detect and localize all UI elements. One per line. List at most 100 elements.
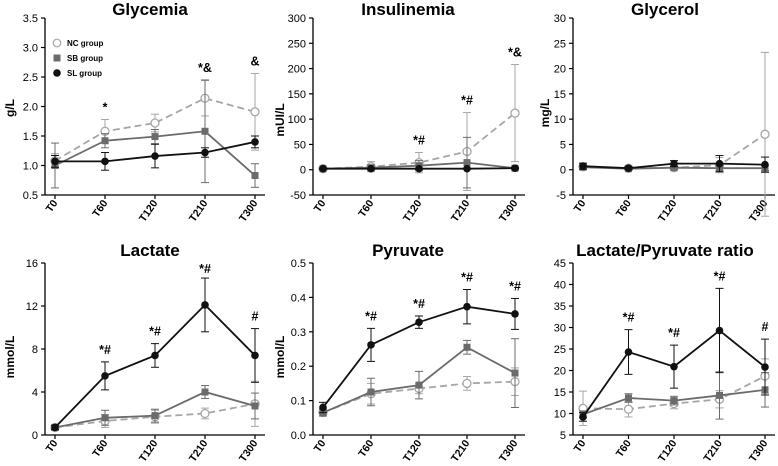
chart-title: Lactate/Pyruvate ratio — [576, 241, 754, 260]
series-sb — [319, 338, 519, 417]
data-point — [415, 164, 423, 173]
data-point — [625, 394, 632, 402]
y-tick-label: 0.5 — [23, 190, 38, 202]
data-point — [101, 372, 109, 380]
chart-title: Pyruvate — [372, 241, 444, 260]
x-tick-label: T300 — [747, 438, 771, 465]
chart-panel-0: Glycemia g/L 0.5 1.0 1.5 2.0 2.5 3.0 3.5 T0 T60 T12… — [3, 0, 265, 224]
data-point — [367, 164, 375, 173]
significance-label: *# — [365, 309, 377, 323]
y-tick-label: 16 — [26, 258, 38, 270]
chart-panel-3: Lactate mmol/L 0 4 8 12 16 T0 T60 T120 T210 T300 *# *… — [3, 241, 265, 464]
y-tick-label: 20 — [554, 366, 566, 378]
y-tick-label: 25 — [554, 344, 566, 356]
y-tick-label: 25 — [554, 38, 566, 50]
x-tick-label: T210 — [449, 198, 473, 225]
y-tick-label: 30 — [554, 323, 566, 335]
data-point — [151, 152, 159, 160]
significance-label: # — [252, 310, 259, 324]
significance-label: *# — [149, 325, 161, 339]
x-tick-label: T60 — [614, 438, 634, 460]
significance-label: *# — [199, 262, 211, 276]
y-tick-label: 10 — [554, 409, 566, 421]
legend-marker — [52, 38, 62, 48]
data-point — [511, 310, 519, 318]
series-sb — [51, 79, 259, 189]
y-tick-label: -5 — [556, 190, 566, 202]
y-tick-label: 200 — [288, 64, 306, 76]
chart-title: Insulinemia — [361, 0, 455, 19]
y-tick-label: 30 — [554, 13, 566, 25]
data-point — [624, 164, 633, 172]
data-point — [367, 388, 375, 396]
y-tick-label: 0.4 — [291, 292, 306, 304]
x-tick-label: T120 — [656, 438, 680, 465]
y-tick-label: 2.5 — [23, 72, 38, 84]
x-tick-label: T120 — [137, 198, 161, 225]
y-tick-label: 0.3 — [291, 327, 306, 339]
data-point — [670, 397, 678, 405]
data-point — [415, 318, 423, 326]
y-tick-label: 3.5 — [23, 13, 38, 25]
legend-marker — [53, 69, 61, 77]
data-point — [151, 412, 159, 420]
y-tick-label: 35 — [554, 301, 566, 313]
chart-panel-4: Pyruvate mmol/L 0.0 0.1 0.2 0.3 0.4 0.5 T0 T60 T12… — [273, 241, 525, 464]
y-axis-label: mmol/L — [273, 336, 287, 379]
data-point — [579, 162, 587, 170]
data-point — [511, 164, 519, 172]
data-point — [510, 108, 520, 118]
data-point — [760, 129, 770, 139]
data-point — [251, 138, 259, 146]
y-tick-label: 20 — [554, 64, 566, 76]
data-point — [415, 381, 423, 389]
significance-label: *# — [461, 94, 473, 108]
data-point — [670, 362, 678, 371]
x-tick-label: T60 — [356, 198, 376, 220]
x-tick-label: T300 — [237, 438, 261, 465]
x-tick-label: T210 — [187, 438, 211, 465]
chart-panel-2: Glycerol mg/L -5 0 5 10 15 20 25 30 T0 T60 T120 T210 T… — [538, 0, 775, 224]
significance-label: * — [103, 100, 108, 114]
y-tick-label: 15 — [554, 89, 566, 101]
x-tick-label: T120 — [401, 438, 425, 465]
data-point — [51, 157, 59, 166]
x-tick-label: T210 — [449, 438, 473, 465]
legend-entry-sb: SB group — [53, 54, 103, 63]
data-point — [201, 148, 209, 157]
y-axis-label: mUI/L — [273, 103, 287, 136]
significance-label: *# — [509, 279, 521, 293]
significance-label: *# — [714, 269, 726, 283]
x-tick-label: T210 — [701, 198, 725, 225]
y-tick-label: 45 — [554, 258, 566, 270]
data-point — [150, 118, 160, 128]
y-tick-label: 40 — [554, 280, 566, 292]
data-point — [251, 172, 259, 180]
series-nc — [578, 51, 770, 217]
legend-entry-nc: NC group — [52, 38, 104, 48]
x-tick-label: T300 — [747, 198, 771, 225]
data-point — [463, 302, 471, 311]
legend-entry-sl: SL group — [53, 69, 102, 78]
y-tick-label: 5 — [560, 430, 566, 442]
x-tick-label: T210 — [701, 438, 725, 465]
y-tick-label: 1.5 — [23, 131, 38, 143]
significance-label: *& — [508, 46, 522, 60]
data-point — [761, 363, 769, 371]
x-tick-label: T0 — [312, 438, 329, 455]
data-point — [670, 164, 678, 172]
data-point — [101, 157, 109, 166]
series-sl — [579, 155, 769, 173]
x-tick-label: T300 — [497, 438, 521, 465]
y-tick-label: 15 — [554, 387, 566, 399]
data-point — [201, 301, 209, 309]
x-tick-label: T0 — [44, 198, 61, 215]
data-point — [761, 160, 769, 169]
series-sl — [319, 288, 519, 414]
data-point — [151, 133, 159, 141]
data-point — [462, 378, 472, 389]
significance-label: *# — [668, 326, 680, 340]
y-tick-label: 0.5 — [291, 258, 306, 270]
data-point — [716, 391, 723, 399]
